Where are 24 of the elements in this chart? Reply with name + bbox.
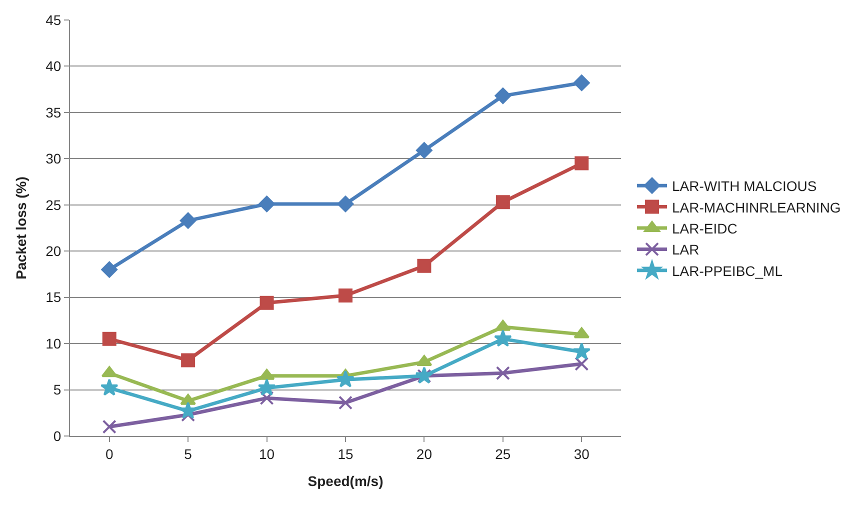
x-tick-label: 30: [574, 446, 590, 462]
x-tick-label: 25: [495, 446, 511, 462]
y-tick-label: 40: [46, 58, 62, 74]
legend-label: LAR: [672, 242, 700, 258]
legend-label: LAR-EIDC: [672, 220, 738, 236]
y-tick-label: 45: [46, 12, 62, 28]
legend-label: LAR-PPEIBC_ML: [672, 262, 783, 279]
y-tick-label: 5: [53, 382, 62, 398]
y-tick-label: 10: [46, 335, 62, 352]
x-tick-label: 10: [259, 446, 275, 462]
x-tick-label: 15: [338, 446, 354, 462]
x-tick-label: 20: [416, 446, 432, 462]
y-tick-label: 0: [53, 428, 62, 444]
y-tick-label: 15: [46, 289, 62, 306]
x-tick-label: 5: [184, 446, 192, 462]
y-axis-title: Packet loss (%): [13, 176, 30, 280]
legend-label: LAR-WITH MALCIOUS: [672, 178, 817, 194]
y-tick-label: 35: [46, 104, 62, 120]
y-tick-label: 30: [46, 150, 62, 167]
legend-label: LAR-MACHINRLEARNING: [672, 199, 841, 216]
y-tick-label: 25: [46, 196, 62, 213]
y-tick-label: 20: [46, 243, 62, 260]
x-axis-title: Speed(m/s): [308, 473, 384, 490]
x-tick-label: 0: [105, 446, 114, 462]
